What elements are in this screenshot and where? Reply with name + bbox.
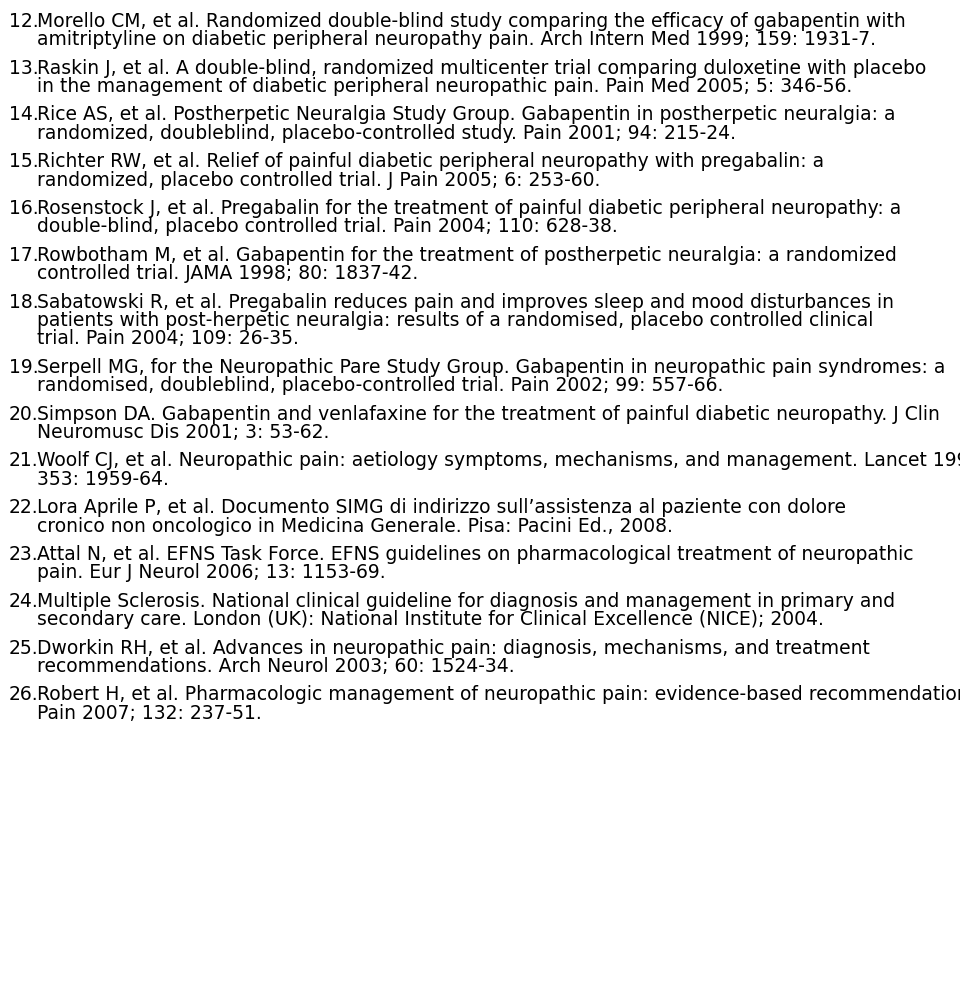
Text: Morello CM, et al. Randomized double-blind study comparing the efficacy of gabap: Morello CM, et al. Randomized double-bli…	[37, 12, 906, 31]
Text: 26.: 26.	[9, 685, 38, 704]
Text: in the management of diabetic peripheral neuropathic pain. Pain Med 2005; 5: 346: in the management of diabetic peripheral…	[37, 77, 852, 96]
Text: Rowbotham M, et al. Gabapentin for the treatment of postherpetic neuralgia: a ra: Rowbotham M, et al. Gabapentin for the t…	[37, 246, 897, 265]
Text: amitriptyline on diabetic peripheral neuropathy pain. Arch Intern Med 1999; 159:: amitriptyline on diabetic peripheral neu…	[37, 30, 876, 50]
Text: Lora Aprile P, et al. Documento SIMG di indirizzo sull’assistenza al paziente co: Lora Aprile P, et al. Documento SIMG di …	[37, 498, 846, 517]
Text: 21.: 21.	[9, 451, 38, 470]
Text: Robert H, et al. Pharmacologic management of neuropathic pain: evidence-based re: Robert H, et al. Pharmacologic managemen…	[37, 685, 960, 704]
Text: Pain 2007; 132: 237-51.: Pain 2007; 132: 237-51.	[37, 703, 262, 723]
Text: Rice AS, et al. Postherpetic Neuralgia Study Group. Gabapentin in postherpetic n: Rice AS, et al. Postherpetic Neuralgia S…	[37, 105, 896, 125]
Text: 25.: 25.	[9, 639, 38, 658]
Text: patients with post-herpetic neuralgia: results of a randomised, placebo controll: patients with post-herpetic neuralgia: r…	[37, 311, 874, 330]
Text: Rosenstock J, et al. Pregabalin for the treatment of painful diabetic peripheral: Rosenstock J, et al. Pregabalin for the …	[37, 199, 901, 218]
Text: Simpson DA. Gabapentin and venlafaxine for the treatment of painful diabetic neu: Simpson DA. Gabapentin and venlafaxine f…	[37, 405, 940, 424]
Text: Attal N, et al. EFNS Task Force. EFNS guidelines on pharmacological treatment of: Attal N, et al. EFNS Task Force. EFNS gu…	[37, 545, 914, 564]
Text: trial. Pain 2004; 109: 26-35.: trial. Pain 2004; 109: 26-35.	[37, 329, 300, 348]
Text: 18.: 18.	[9, 293, 38, 311]
Text: 20.: 20.	[9, 405, 38, 424]
Text: cronico non oncologico in Medicina Generale. Pisa: Pacini Ed., 2008.: cronico non oncologico in Medicina Gener…	[37, 517, 673, 536]
Text: 15.: 15.	[9, 153, 38, 172]
Text: double-blind, placebo controlled trial. Pain 2004; 110: 628-38.: double-blind, placebo controlled trial. …	[37, 217, 618, 236]
Text: 14.: 14.	[9, 105, 38, 125]
Text: 16.: 16.	[9, 199, 38, 218]
Text: Neuromusc Dis 2001; 3: 53-62.: Neuromusc Dis 2001; 3: 53-62.	[37, 423, 329, 442]
Text: randomised, doubleblind, placebo-controlled trial. Pain 2002; 99: 557-66.: randomised, doubleblind, placebo-control…	[37, 376, 724, 395]
Text: Multiple Sclerosis. National clinical guideline for diagnosis and management in : Multiple Sclerosis. National clinical gu…	[37, 592, 896, 611]
Text: 23.: 23.	[9, 545, 38, 564]
Text: 24.: 24.	[9, 592, 38, 611]
Text: controlled trial. JAMA 1998; 80: 1837-42.: controlled trial. JAMA 1998; 80: 1837-42…	[37, 264, 419, 284]
Text: 13.: 13.	[9, 59, 38, 77]
Text: recommendations. Arch Neurol 2003; 60: 1524-34.: recommendations. Arch Neurol 2003; 60: 1…	[37, 657, 515, 676]
Text: 19.: 19.	[9, 358, 38, 377]
Text: pain. Eur J Neurol 2006; 13: 1153-69.: pain. Eur J Neurol 2006; 13: 1153-69.	[37, 563, 386, 582]
Text: randomized, doubleblind, placebo-controlled study. Pain 2001; 94: 215-24.: randomized, doubleblind, placebo-control…	[37, 124, 736, 143]
Text: Serpell MG, for the Neuropathic Pare Study Group. Gabapentin in neuropathic pain: Serpell MG, for the Neuropathic Pare Stu…	[37, 358, 946, 377]
Text: 17.: 17.	[9, 246, 38, 265]
Text: randomized, placebo controlled trial. J Pain 2005; 6: 253-60.: randomized, placebo controlled trial. J …	[37, 171, 601, 189]
Text: Sabatowski R, et al. Pregabalin reduces pain and improves sleep and mood disturb: Sabatowski R, et al. Pregabalin reduces …	[37, 293, 894, 311]
Text: Richter RW, et al. Relief of painful diabetic peripheral neuropathy with pregaba: Richter RW, et al. Relief of painful dia…	[37, 153, 825, 172]
Text: 12.: 12.	[9, 12, 38, 31]
Text: Raskin J, et al. A double-blind, randomized multicenter trial comparing duloxeti: Raskin J, et al. A double-blind, randomi…	[37, 59, 926, 77]
Text: Woolf CJ, et al. Neuropathic pain: aetiology symptoms, mechanisms, and managemen: Woolf CJ, et al. Neuropathic pain: aetio…	[37, 451, 960, 470]
Text: secondary care. London (UK): National Institute for Clinical Excellence (NICE); : secondary care. London (UK): National In…	[37, 610, 824, 629]
Text: 22.: 22.	[9, 498, 38, 517]
Text: Dworkin RH, et al. Advances in neuropathic pain: diagnosis, mechanisms, and trea: Dworkin RH, et al. Advances in neuropath…	[37, 639, 870, 658]
Text: 353: 1959-64.: 353: 1959-64.	[37, 470, 169, 489]
